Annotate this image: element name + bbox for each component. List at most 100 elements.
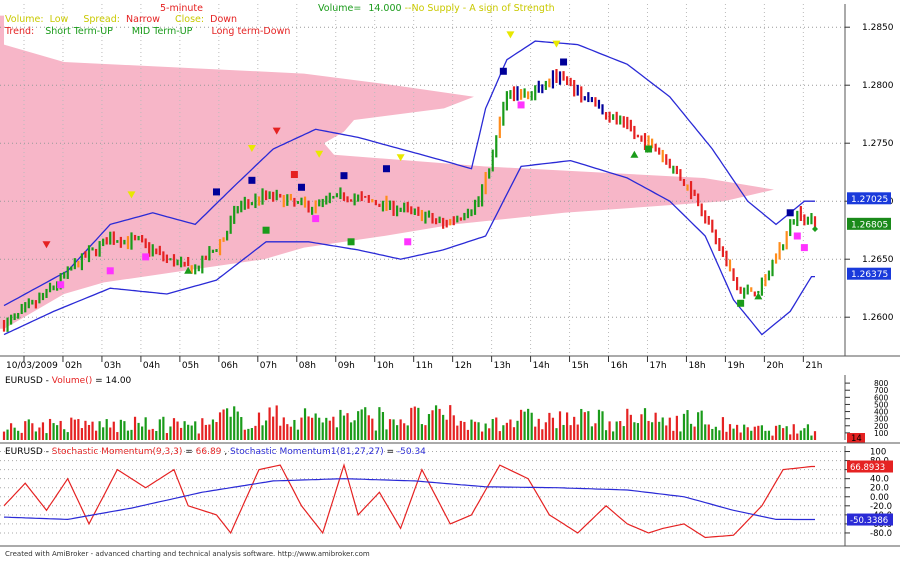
time-tick-label: 06h (221, 361, 238, 371)
stochastic-tick-label: -20.0 (870, 502, 892, 512)
signal-triangle-down (396, 154, 405, 162)
volume-commentary: Volume= 14.000 --No Supply - A sign of S… (318, 3, 555, 14)
stochastic-value-tag: -50.3386 (850, 516, 888, 526)
price-bars (2, 69, 817, 332)
price-tags: 1.27025 1.26805 1.26375 (847, 192, 891, 280)
time-tick-label: 15h (572, 361, 589, 371)
vol-value: Low (50, 14, 69, 25)
volume-commentary-label: Volume= (318, 3, 361, 14)
short-term-trend: Short Term-UP (45, 26, 113, 37)
signal-square (737, 299, 745, 307)
volume-commentary-value: 14.000 (368, 3, 401, 14)
signal-square (347, 238, 355, 246)
signal-square (142, 253, 150, 261)
volume-tick-label: 800 (874, 379, 889, 388)
time-tick-label: 12h (455, 361, 472, 371)
time-tick-label: 04h (143, 361, 160, 371)
period-label: 5-minute (160, 3, 203, 14)
signal-square (499, 67, 507, 75)
stochastic-momentum-line (3, 463, 815, 539)
mid-term-trend: MID Term-UP (132, 26, 193, 37)
time-tick-label: 07h (260, 361, 277, 371)
stochastic-momentum1-line (3, 478, 815, 521)
signal-markers (42, 31, 818, 307)
upper-band (3, 40, 815, 307)
volume-bars (2, 405, 817, 440)
price-tag-bg (847, 217, 891, 230)
stochastic-value-tag: 66.8933 (850, 463, 885, 473)
time-tick-label: 18h (688, 361, 705, 371)
price-tag-label: 1.26375 (851, 270, 888, 280)
price-tick-label: 1.2600 (862, 313, 894, 323)
volume-tick-label: 100 (874, 429, 889, 438)
trend-label: Trend: (4, 26, 34, 37)
signal-triangle-down (506, 31, 515, 39)
volume-commentary-note: --No Supply - A sign of Strength (405, 3, 555, 14)
signal-square (793, 232, 801, 240)
signal-square (404, 238, 412, 246)
time-tick-label: 09h (338, 361, 355, 371)
time-tick-label: 05h (182, 361, 199, 371)
signal-diamond (812, 226, 818, 233)
stochastic-tick-label: 20.0 (870, 484, 889, 494)
long-term-trend: Long term-Down (211, 26, 290, 37)
signal-square (290, 171, 298, 179)
volume-pane: EURUSD - Volume() = 14.00 80070060050040… (0, 375, 900, 444)
volume-last-tag-bg (847, 433, 865, 443)
price-tick-label: 1.2650 (862, 255, 894, 265)
signal-triangle-down (127, 191, 136, 199)
time-tick-label: 14h (533, 361, 550, 371)
volume-tick-label: 200 (874, 422, 889, 431)
close-value: Down (210, 14, 237, 25)
price-tick-label: 1.2750 (862, 139, 894, 149)
time-tick-label: 16h (611, 361, 628, 371)
time-tick-label: 11h (416, 361, 433, 371)
stochastic-tick-label: 100 (870, 448, 886, 458)
signal-triangle-down (247, 145, 256, 152)
volume-tick-label: 600 (874, 393, 889, 402)
stochastic-value-tag-bg (847, 513, 893, 526)
signal-square (262, 226, 270, 234)
spread-label: Spread: (83, 14, 120, 25)
price-tag-bg (847, 267, 891, 280)
signal-square (800, 244, 808, 252)
signal-square (560, 58, 568, 66)
stochastic-tick-label: 40.0 (870, 475, 889, 485)
time-tick-label: 19h (727, 361, 744, 371)
footer-credit: Created with AmiBroker - advanced charti… (5, 550, 370, 558)
volume-pane-title: EURUSD - Volume() = 14.00 (5, 376, 132, 386)
signal-triangle-down (315, 150, 324, 158)
time-tick-label: 10h (377, 361, 394, 371)
time-tick-label: 20h (766, 361, 783, 371)
indicator-header: 5-minute Volume: Low Spread: Narrow Clos… (4, 3, 555, 37)
price-grid (0, 4, 845, 356)
stochastic-tick-label: -80.0 (870, 529, 892, 539)
signal-square (382, 165, 390, 173)
lower-band (3, 159, 815, 336)
stochastic-tick-label: 0.00 (870, 493, 889, 503)
signal-triangle-up (754, 292, 763, 300)
signal-square (645, 145, 653, 153)
signal-square (212, 188, 220, 196)
signal-triangle-down (42, 241, 51, 249)
bollinger-bands (3, 40, 815, 336)
volume-tick-label: 400 (874, 408, 889, 417)
close-label: Close: (175, 14, 204, 25)
price-tick-label: 1.2850 (862, 23, 894, 33)
signal-square (297, 183, 305, 191)
stochastic-value-tags: 66.8933 -50.3386 (847, 460, 893, 526)
time-tick-label: 13h (494, 361, 511, 371)
time-tick-label: 10/03/2009 (6, 361, 58, 371)
signal-square (248, 176, 256, 184)
price-tick-label: 1.2800 (862, 81, 894, 91)
signal-triangle-up (184, 266, 193, 274)
signal-triangle-down (552, 40, 561, 48)
stochastic-value-tag-bg (847, 460, 893, 473)
vol-label: Volume: (5, 14, 44, 25)
signal-square (786, 209, 794, 217)
spread-value: Narrow (126, 14, 160, 25)
time-tick-label: 17h (649, 361, 666, 371)
time-tick-label: 21h (805, 361, 822, 371)
